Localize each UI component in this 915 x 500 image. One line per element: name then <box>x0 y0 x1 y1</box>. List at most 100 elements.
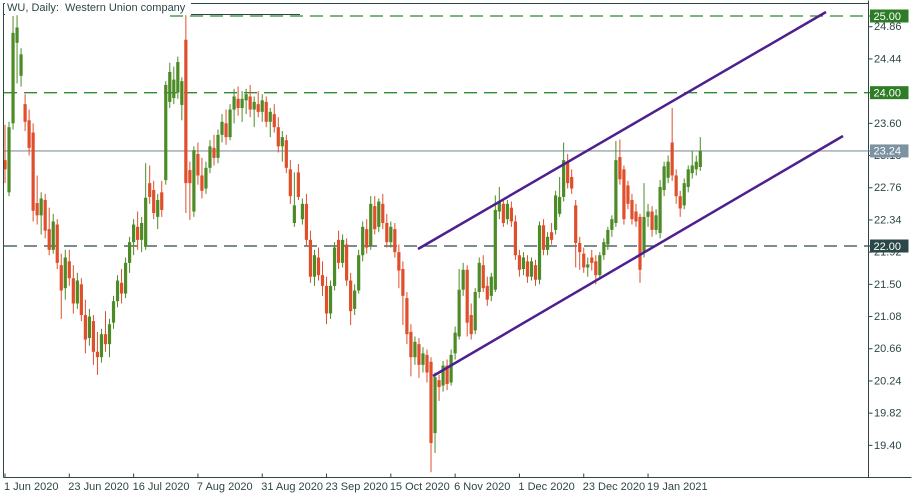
candle <box>232 88 236 124</box>
candle-body <box>192 150 196 212</box>
candle-body <box>485 285 489 300</box>
price-tick-label: 21.50 <box>874 279 902 291</box>
candle-body <box>43 200 47 231</box>
candle <box>461 262 465 296</box>
candle-body <box>236 98 240 109</box>
candle <box>638 213 642 283</box>
candle-body <box>397 252 401 271</box>
candle <box>674 169 678 204</box>
candle-body <box>562 160 566 197</box>
candle-body <box>554 195 558 230</box>
candle <box>586 257 590 277</box>
candle-body <box>123 262 128 294</box>
candle <box>87 308 91 346</box>
candle <box>224 109 228 145</box>
candle-body <box>373 206 377 230</box>
candle-body <box>606 229 610 245</box>
candle-body <box>336 239 341 263</box>
candle <box>682 178 686 210</box>
candle-body <box>517 255 522 270</box>
candle <box>160 180 164 217</box>
price-axis[interactable]: 24.8624.4423.6023.1822.7622.3421.9221.50… <box>868 9 909 452</box>
candle <box>425 349 429 383</box>
candle-body <box>545 236 550 250</box>
candle-body <box>666 161 670 178</box>
trend-line-channel-lower[interactable] <box>432 134 844 378</box>
candle-body <box>19 54 23 76</box>
candle-body <box>3 160 7 170</box>
candle-body <box>602 242 606 256</box>
candle-body <box>650 211 654 230</box>
candle <box>123 257 128 299</box>
candle <box>365 219 369 254</box>
candle-body <box>361 226 365 256</box>
candle-body <box>578 242 582 253</box>
candle-body <box>188 170 192 184</box>
candle <box>489 272 493 302</box>
candle <box>115 275 120 308</box>
candle <box>103 311 108 352</box>
candle <box>533 259 538 286</box>
candle-body <box>461 269 465 290</box>
candle <box>558 177 562 217</box>
candle-body <box>417 344 421 365</box>
candle-body <box>292 205 296 224</box>
candle-body <box>678 196 682 209</box>
candle-body <box>248 96 252 110</box>
candle-body <box>47 229 51 250</box>
candle <box>549 223 554 245</box>
date-tick-label: 23 Dec 2020 <box>583 481 645 493</box>
candle-body <box>99 334 104 358</box>
candle <box>328 280 333 319</box>
candle-body <box>148 183 152 197</box>
candle-body <box>521 257 526 270</box>
candle <box>168 62 172 109</box>
candle <box>582 247 586 273</box>
price-tick-label: 19.40 <box>874 440 902 452</box>
candle <box>393 223 397 258</box>
candle-body <box>453 332 457 354</box>
price-badge-label: 23.24 <box>874 146 902 158</box>
candle-body <box>441 365 445 386</box>
candle-body <box>144 197 148 247</box>
date-axis[interactable]: 1 Jun 2020 23 Jun 2020 16 Jul 2020 7 Aug 20… <box>4 473 708 494</box>
candle <box>324 276 329 325</box>
candle <box>204 161 208 194</box>
candle <box>340 234 345 268</box>
chart-title: WU, Daily: Western Union company <box>5 3 192 15</box>
candle <box>244 88 248 115</box>
candle-body <box>280 137 284 147</box>
price-badge <box>870 144 909 158</box>
candle <box>47 207 51 256</box>
candle <box>417 338 421 378</box>
candle-body <box>465 269 469 323</box>
candle <box>397 244 401 289</box>
candle-body <box>622 169 626 220</box>
candle-body <box>493 209 497 290</box>
candle-body <box>533 265 538 280</box>
candle <box>654 209 658 235</box>
candle <box>662 161 666 197</box>
candle <box>228 104 232 141</box>
candle-body <box>590 257 594 263</box>
candle-body <box>324 285 329 314</box>
candle-body <box>216 134 220 158</box>
candle-body <box>541 225 546 250</box>
price-badge-label: 25.00 <box>874 11 902 23</box>
price-tick-label: 24.44 <box>874 53 902 65</box>
candle-body <box>690 165 694 174</box>
candle <box>413 336 417 365</box>
candle <box>332 242 337 291</box>
candle <box>521 252 526 276</box>
trend-line-channel-upper[interactable] <box>417 10 827 251</box>
candle <box>485 276 489 306</box>
candle-body <box>308 239 313 277</box>
candle-body <box>87 316 91 339</box>
candle <box>690 150 694 179</box>
candle <box>634 203 638 227</box>
candle <box>501 198 505 227</box>
candle-body <box>501 203 505 224</box>
candle <box>481 255 485 293</box>
candle <box>381 193 385 230</box>
